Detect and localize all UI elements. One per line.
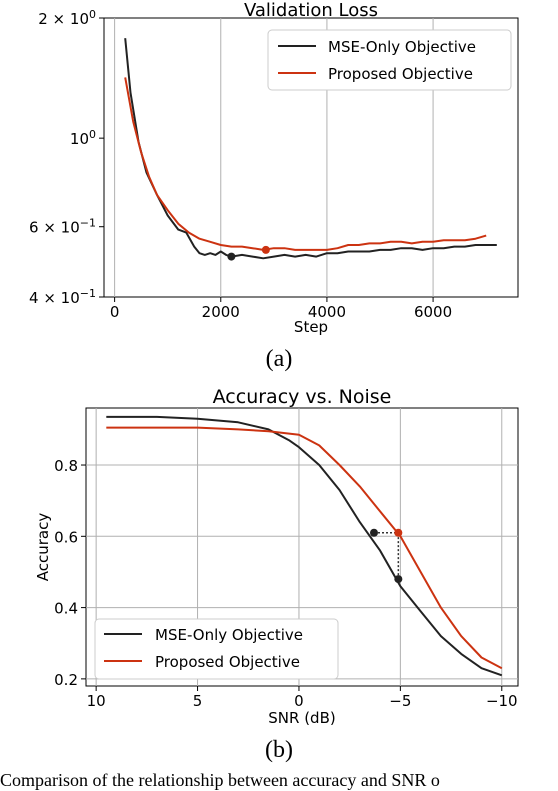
x-tick-label: 2000 [202,303,240,321]
caption-b: (b) [265,737,293,763]
x-tick-label: 4000 [308,303,346,321]
legend: MSE-Only Objective Proposed Objective [94,618,339,680]
y-axis-label: Accuracy [34,513,52,582]
x-tick-label: 5 [193,692,203,710]
y-tick-label: 100 [70,128,96,148]
x-axis-ticks: 0 2000 4000 6000 [110,297,452,321]
caption-a: (a) [265,346,293,372]
highlight-point [261,245,270,254]
y-tick-label: 6 × 10−1 [29,217,96,237]
highlight-markers [370,528,403,584]
x-axis-label: Step [294,318,328,336]
highlight-point [394,575,403,584]
series-lines [106,415,503,677]
series-lines [124,38,497,260]
x-tick-label: 10 [87,692,106,710]
x-tick-label: −10 [486,692,518,710]
series-line-mse [106,415,503,677]
x-tick-label: 6000 [414,303,452,321]
plot-frame [85,407,519,687]
legend-label-proposed: Proposed Objective [328,65,473,83]
y-tick-label: 0.4 [54,600,78,618]
x-axis-label: SNR (dB) [268,709,335,727]
y-axis-ticks: 2 × 100 100 6 × 10−1 4 × 10−1 [29,8,104,307]
highlight-point [394,528,403,537]
legend-box [94,618,339,680]
accuracy-vs-noise-chart: 10 5 0 −5 −10 0.8 0.6 0.4 0.2 Accuracy vs. Nois… [34,386,519,727]
y-tick-label: 0.2 [54,671,78,689]
figure-caption-text: Comparison of the relationship between a… [0,770,440,790]
plot-frame [103,17,519,298]
legend-label-proposed: Proposed Objective [155,653,300,671]
comparison-dotted-lines [374,531,400,580]
validation-loss-chart: 0 2000 4000 6000 2 × 100 100 6 × 10−1 4 × 10−1… [29,0,519,336]
legend: MSE-Only Objective Proposed Objective [267,29,512,91]
legend-label-mse: MSE-Only Objective [155,626,303,644]
highlight-point [370,528,378,537]
y-tick-label: 0.8 [54,457,78,475]
legend-label-mse: MSE-Only Objective [328,38,476,56]
x-tick-label: 0 [294,692,304,710]
y-axis-ticks: 0.8 0.6 0.4 0.2 [54,457,86,689]
chart-title: Accuracy vs. Noise [213,386,392,408]
highlight-point [227,252,236,261]
x-tick-label: −5 [389,692,411,710]
y-tick-label: 0.6 [54,528,78,546]
series-line-mse [124,38,497,260]
legend-box [267,29,512,91]
series-line-proposed [124,77,487,251]
x-axis-ticks: 10 5 0 −5 −10 [87,686,518,710]
y-tick-label: 4 × 10−1 [29,287,96,307]
series-line-proposed [106,426,503,670]
y-tick-label: 2 × 100 [38,8,96,28]
highlight-markers [227,245,270,261]
chart-title: Validation Loss [244,0,378,21]
x-tick-label: 0 [110,303,120,321]
